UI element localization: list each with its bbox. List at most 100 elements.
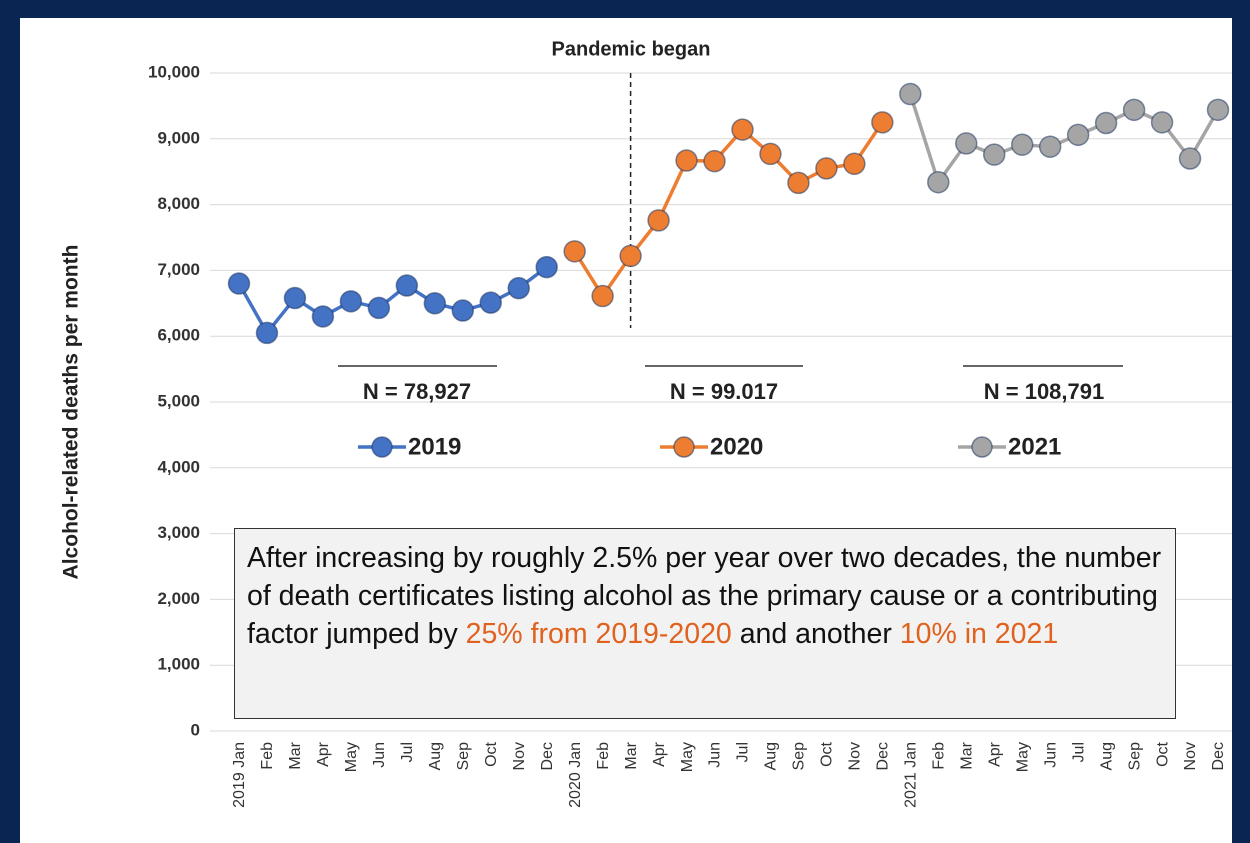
x-tick-label: Sep: [455, 742, 472, 771]
x-tick-label: May: [679, 742, 696, 772]
note-box: After increasing by roughly 2.5% per yea…: [234, 528, 1176, 719]
x-tick-label: 2021 Jan: [903, 742, 920, 808]
y-tick-label: 8,000: [157, 194, 200, 213]
y-tick-label: 6,000: [157, 326, 200, 345]
marker: [843, 152, 866, 176]
legend-label: 2021: [1008, 433, 1061, 460]
marker: [982, 143, 1006, 166]
y-tick-label: 1,000: [157, 655, 200, 674]
x-tick-label: Oct: [1154, 741, 1171, 766]
marker: [871, 111, 894, 134]
x-tick-label: Sep: [791, 742, 808, 771]
x-tick-label: Apr: [651, 741, 668, 767]
marker: [1066, 123, 1090, 147]
x-tick-label: Jul: [399, 742, 416, 762]
note-text: 25% from 2019-2020: [465, 618, 732, 650]
x-tick-label: Dec: [875, 742, 892, 770]
legend-marker: [673, 436, 695, 458]
x-tick-label: Apr: [986, 741, 1003, 767]
x-tick-label: Oct: [819, 741, 836, 766]
marker: [451, 299, 475, 322]
legend-marker: [371, 436, 393, 458]
marker: [255, 321, 279, 345]
marker: [759, 142, 782, 166]
marker: [1038, 135, 1062, 158]
marker: [1206, 98, 1230, 122]
x-tick-label: Dec: [1210, 742, 1227, 770]
y-tick-label: 5,000: [157, 391, 200, 410]
x-tick-label: Aug: [1098, 742, 1115, 770]
x-tick-label: Nov: [511, 742, 528, 770]
marker: [339, 290, 363, 313]
chart-title: Pandemic began: [552, 38, 711, 60]
marker: [675, 149, 698, 172]
x-tick-label: Mar: [287, 741, 304, 769]
marker: [1094, 111, 1118, 135]
x-tick-label: 2020 Jan: [567, 742, 584, 808]
y-tick-label: 0: [191, 720, 200, 739]
marker: [731, 118, 754, 141]
marker: [423, 292, 447, 315]
marker: [703, 149, 726, 173]
x-tick-label: Oct: [483, 741, 500, 766]
x-tick-label: Aug: [427, 742, 444, 770]
marker: [535, 255, 558, 279]
marker: [507, 276, 530, 300]
total-label: N = 99.017: [670, 379, 778, 404]
marker: [283, 286, 307, 310]
legend-label: 2019: [408, 433, 461, 460]
x-tick-label: Jun: [371, 742, 388, 768]
x-tick-label: Feb: [595, 742, 612, 770]
y-tick-label: 4,000: [157, 457, 200, 476]
x-tick-label: Nov: [847, 742, 864, 770]
legend-marker: [971, 436, 993, 458]
marker: [815, 157, 838, 180]
marker: [227, 272, 251, 295]
y-tick-label: 7,000: [157, 260, 200, 279]
marker: [927, 170, 950, 194]
x-tick-label: Jul: [735, 742, 752, 762]
x-tick-label: Aug: [763, 742, 780, 770]
x-tick-label: May: [343, 742, 360, 772]
x-tick-label: Jun: [1042, 742, 1059, 768]
marker: [619, 244, 642, 268]
x-tick-label: Mar: [958, 741, 975, 769]
y-tick-label: 9,000: [157, 128, 200, 147]
note-text: 10% in 2021: [899, 618, 1059, 650]
note-text: After increasing by roughly 2.5% per yea…: [247, 542, 1162, 650]
marker: [899, 82, 922, 106]
x-tick-label: Dec: [539, 742, 556, 770]
marker: [563, 240, 586, 263]
marker: [1178, 147, 1202, 170]
marker: [367, 296, 391, 320]
y-tick-label: 2,000: [157, 589, 200, 608]
y-tick-label: 3,000: [157, 523, 200, 542]
x-tick-label: Apr: [315, 741, 332, 767]
marker: [1122, 98, 1146, 122]
marker: [1150, 111, 1174, 134]
x-tick-label: Feb: [259, 742, 276, 770]
marker: [479, 291, 502, 314]
marker: [647, 209, 670, 232]
x-tick-label: 2019 Jan: [231, 742, 248, 808]
marker: [395, 274, 419, 297]
x-tick-label: Sep: [1126, 742, 1143, 771]
total-label: N = 78,927: [363, 379, 471, 404]
x-tick-label: Jun: [707, 742, 724, 768]
y-tick-label: 10,000: [148, 62, 200, 81]
x-tick-label: Nov: [1182, 742, 1199, 770]
marker: [1010, 133, 1034, 156]
x-tick-label: Jul: [1070, 742, 1087, 762]
marker: [955, 132, 978, 155]
y-axis-label: Alcohol-related deaths per month: [60, 245, 83, 580]
note-text: and another: [731, 618, 900, 650]
x-tick-label: Mar: [623, 741, 640, 769]
total-label: N = 108,791: [984, 379, 1104, 404]
marker: [787, 171, 810, 195]
marker: [311, 305, 335, 328]
x-tick-label: Feb: [931, 742, 948, 770]
x-tick-label: May: [1014, 742, 1031, 772]
legend-label: 2020: [710, 433, 763, 460]
marker: [591, 284, 614, 308]
